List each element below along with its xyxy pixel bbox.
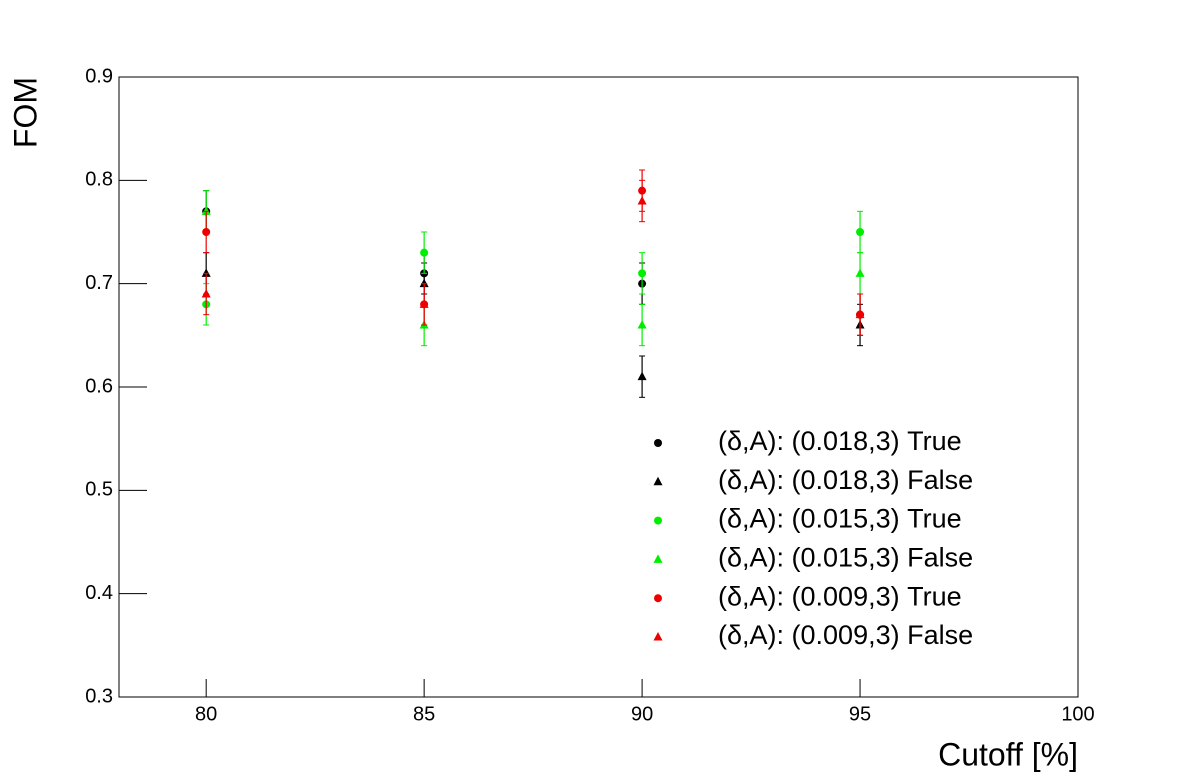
legend-label: (δ,A): (0.009,3) False [718,620,973,650]
legend-label: (δ,A): (0.009,3) True [718,581,962,611]
legend-label: (δ,A): (0.015,3) True [718,504,962,534]
x-tick-label: 95 [849,703,871,725]
legend-marker [654,439,662,447]
x-tick-label: 80 [195,703,217,725]
data-point [637,196,647,205]
legend-marker [653,554,663,563]
y-tick-label: 0.8 [85,169,113,191]
data-point [638,269,647,278]
legend-marker [654,594,662,603]
y-tick-label: 0.9 [85,65,113,87]
y-axis-label: FOM [7,77,43,148]
x-axis-label: Cutoff [%] [938,736,1078,772]
data-point [201,268,211,277]
y-tick-label: 0.3 [85,685,113,707]
y-tick-label: 0.4 [85,582,113,604]
x-tick-label: 90 [631,703,653,725]
data-point [855,268,865,277]
data-point [637,371,647,381]
data-point [201,289,211,298]
y-tick-label: 0.6 [85,375,113,397]
data-point [855,309,865,319]
x-tick-label: 85 [413,703,435,725]
data-point [856,228,865,236]
legend-label: (δ,A): (0.015,3) False [718,543,973,573]
y-tick-label: 0.7 [85,272,113,294]
x-tick-label: 100 [1061,703,1094,725]
legend-marker [654,516,662,525]
legend-marker [653,476,663,486]
y-tick-label: 0.5 [85,479,113,501]
legend-label: (δ,A): (0.018,3) False [718,465,973,495]
data-point [202,228,211,236]
data-point [419,299,429,308]
legend-label: (δ,A): (0.018,3) True [718,426,962,456]
data-point [201,206,211,215]
legend-marker [653,632,663,641]
data-point [419,278,429,288]
data-point [637,320,647,329]
data-point [420,248,429,257]
